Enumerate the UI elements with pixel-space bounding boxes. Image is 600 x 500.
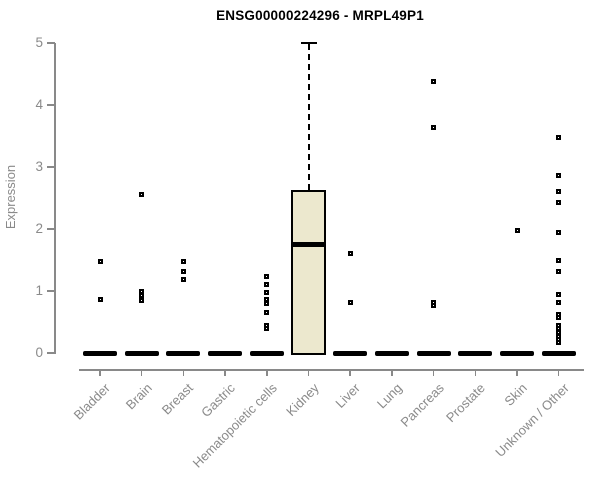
outlier-point — [180, 276, 186, 282]
outlier-point — [264, 325, 270, 331]
outlier-point — [139, 288, 145, 294]
y-tick-label: 1 — [35, 283, 43, 298]
outlier-point — [264, 300, 270, 306]
y-tick — [47, 104, 55, 106]
boxplot-zero-bar — [124, 350, 159, 356]
y-tick-label: 5 — [35, 35, 43, 50]
outlier-point — [97, 258, 103, 264]
chart-title: ENSG00000224296 - MRPL49P1 — [216, 8, 424, 23]
outlier-point — [180, 269, 186, 275]
boxplot-zero-bar — [374, 350, 409, 356]
outlier-point — [180, 258, 186, 264]
y-tick-label: 2 — [35, 221, 43, 236]
x-tick — [140, 369, 143, 376]
outlier-point — [556, 172, 562, 178]
outlier-point — [264, 309, 270, 315]
boxplot-zero-bar — [541, 350, 576, 356]
boxplot-zero-bar — [249, 350, 284, 356]
y-tick-label: 0 — [35, 345, 43, 360]
x-tick — [307, 369, 310, 376]
box-rect — [291, 189, 326, 355]
y-tick — [47, 42, 55, 44]
x-axis-line — [79, 369, 584, 371]
x-tick — [432, 369, 435, 376]
y-axis-line — [54, 43, 56, 354]
outlier-point — [347, 250, 353, 256]
y-tick-label: 3 — [35, 159, 43, 174]
outlier-point — [514, 228, 520, 234]
outlier-point — [431, 78, 437, 84]
y-tick — [47, 290, 55, 292]
outlier-point — [139, 192, 145, 198]
y-axis-title: Expression — [3, 164, 18, 230]
outlier-point — [347, 299, 353, 305]
x-tick — [99, 369, 101, 376]
boxplot-zero-bar — [333, 350, 368, 356]
x-tick — [557, 369, 560, 376]
x-tick — [516, 369, 518, 376]
x-tick — [391, 369, 393, 376]
boxplot-zero-bar — [208, 350, 243, 356]
outlier-point — [556, 230, 562, 236]
x-tick — [266, 369, 268, 376]
box-median-line — [291, 242, 326, 247]
x-tick — [182, 369, 185, 376]
x-tick — [349, 369, 351, 376]
outlier-point — [97, 296, 103, 302]
y-tick — [47, 166, 55, 168]
y-tick-label: 4 — [35, 97, 43, 112]
outlier-point — [264, 274, 270, 280]
y-tick — [47, 352, 55, 354]
outlier-point — [556, 315, 562, 321]
outlier-point — [556, 339, 562, 345]
outlier-point — [556, 257, 562, 263]
outlier-point — [556, 269, 562, 275]
outlier-point — [139, 297, 145, 303]
x-tick — [474, 369, 477, 376]
outlier-point — [431, 124, 437, 130]
outlier-point — [264, 281, 270, 287]
y-tick — [47, 228, 55, 230]
x-tick — [224, 369, 226, 376]
boxplot-zero-bar — [166, 350, 201, 356]
outlier-point — [139, 293, 145, 299]
boxplot-zero-bar — [416, 350, 451, 356]
boxplot-zero-bar — [458, 350, 493, 356]
outlier-point — [556, 189, 562, 195]
outlier-point — [264, 289, 270, 295]
outlier-point — [556, 200, 562, 206]
outlier-point — [556, 300, 562, 306]
outlier-point — [431, 302, 437, 308]
boxplot-zero-bar — [500, 350, 534, 356]
outlier-point — [556, 292, 562, 298]
outlier-point — [556, 134, 562, 140]
boxplot-zero-bar — [83, 350, 117, 356]
upper-whisker-line — [307, 44, 310, 190]
upper-whisker-cap — [300, 42, 317, 44]
